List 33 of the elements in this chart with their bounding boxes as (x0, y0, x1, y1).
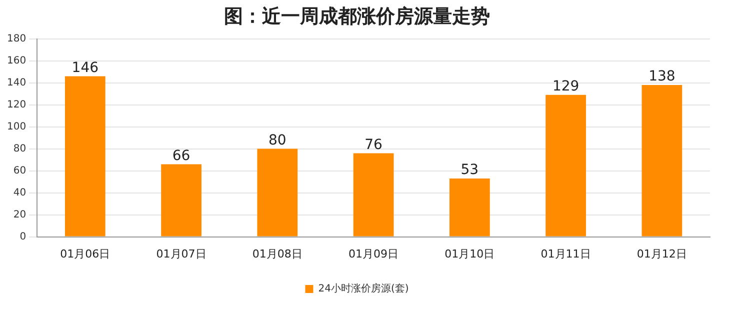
bar (449, 178, 490, 236)
data-label: 76 (364, 136, 383, 153)
legend-label: 24小时涨价房源(套) (318, 282, 409, 295)
x-tick-label: 01月09日 (348, 247, 399, 260)
bar (353, 153, 394, 236)
x-tick-label: 01月06日 (60, 247, 110, 260)
x-tick-label: 01月12日 (636, 247, 687, 260)
data-label: 80 (268, 132, 286, 148)
y-tick-label: 160 (6, 55, 26, 66)
bar (642, 85, 682, 236)
data-label: 129 (552, 78, 580, 95)
y-tick-label: 60 (13, 165, 26, 176)
bar (257, 148, 298, 236)
y-tick-label: 140 (6, 77, 26, 88)
y-tick-label: 0 (20, 231, 26, 242)
x-tick-label: 01月07日 (156, 247, 206, 260)
bar (161, 164, 202, 236)
x-tick-label: 01月11日 (540, 247, 591, 260)
data-label: 146 (72, 60, 99, 76)
x-tick-label: 01月10日 (444, 247, 495, 260)
y-tick-label: 180 (6, 33, 26, 44)
y-tick-label: 120 (6, 99, 26, 110)
x-tick-label: 01月08日 (252, 247, 302, 260)
y-tick-label: 40 (13, 187, 26, 198)
bar (546, 94, 586, 236)
data-label: 138 (648, 68, 676, 85)
y-tick-label: 80 (13, 143, 26, 154)
y-tick-label: 100 (6, 121, 26, 132)
bar (64, 76, 106, 236)
data-label: 53 (460, 162, 479, 178)
chart-title: 图：近一周成都涨价房源量走势 (224, 5, 490, 28)
data-label: 66 (172, 148, 190, 164)
y-tick-label: 20 (13, 209, 26, 220)
